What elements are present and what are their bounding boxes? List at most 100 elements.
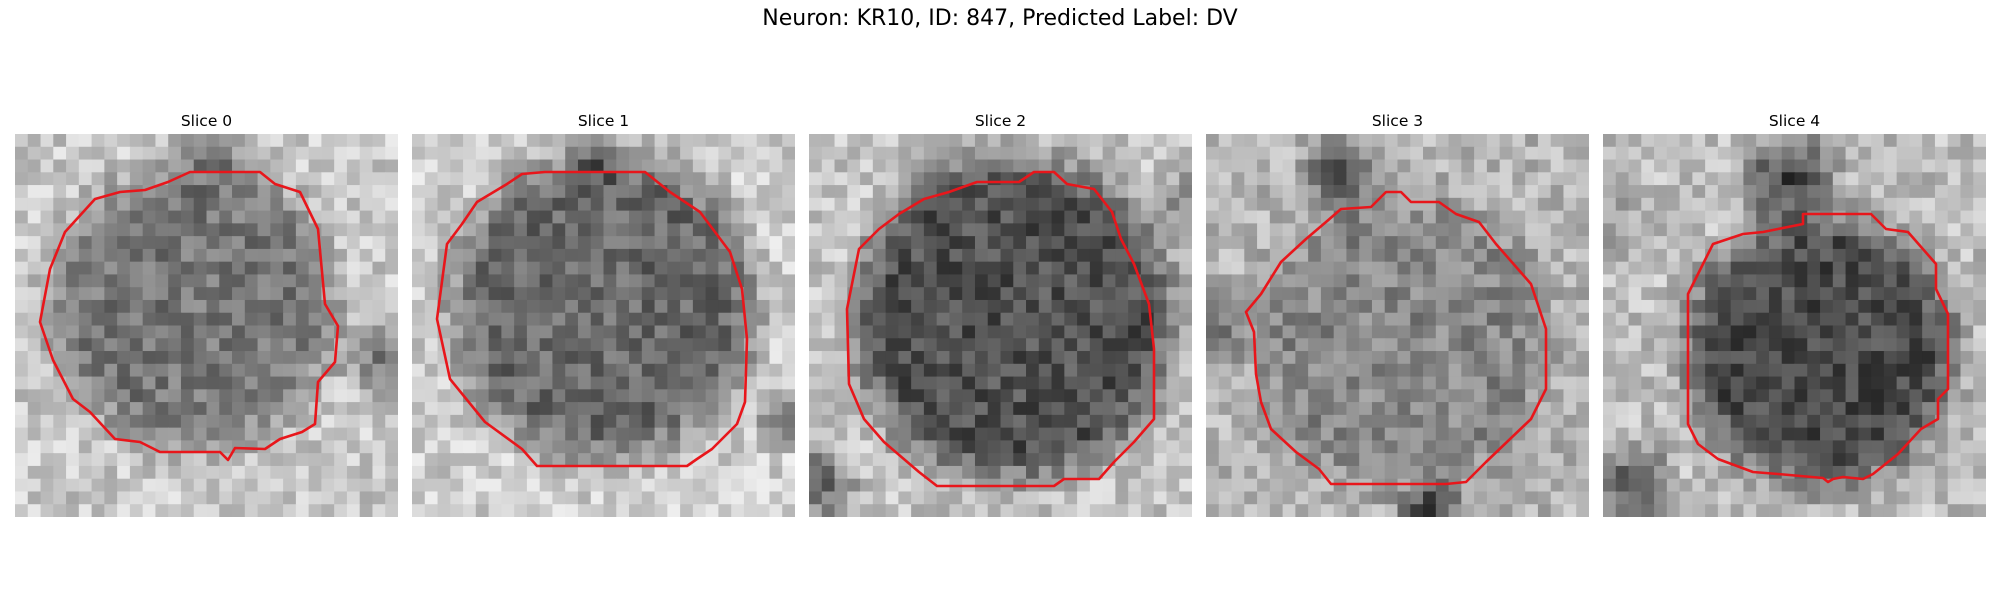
pixel [821,351,836,365]
pixel [1845,414,1859,429]
pixel [91,261,105,276]
pixel [641,414,656,429]
pixel [1756,274,1770,288]
pixel [616,389,630,403]
pixel [1858,427,1872,441]
pixel [1282,402,1296,416]
pixel [514,478,528,493]
pixel [821,248,836,263]
pixel [78,338,93,352]
pixel [1807,248,1821,263]
pixel [1064,414,1078,429]
pixel [705,159,719,173]
pixel [680,172,694,186]
pixel [321,236,335,250]
pixel [1115,197,1129,212]
pixel [1282,389,1296,403]
pixel [809,287,823,301]
pixel [1871,274,1885,288]
pixel [1308,146,1322,161]
pixel [91,453,105,467]
pixel [1038,223,1053,237]
pixel [1077,248,1091,263]
pixel [501,351,515,365]
pixel [27,504,42,517]
pixel [1679,491,1693,505]
pixel [15,287,29,301]
pixel [219,427,233,441]
pixel [1206,351,1220,365]
pixel [1448,236,1462,250]
pixel [1320,274,1335,288]
pixel [1128,146,1142,161]
pixel [1563,351,1577,365]
pixel [104,504,118,517]
pixel [821,338,836,352]
pixel [180,325,195,339]
pixel [1858,440,1872,454]
pixel [475,491,490,505]
pixel [1525,440,1539,454]
pixel [346,172,361,186]
pixel [616,172,630,186]
pixel [514,351,528,365]
pixel [577,414,592,429]
pixel [1960,376,1974,390]
pixel [66,363,80,378]
pixel [142,146,157,161]
pixel [809,248,823,263]
pixel [193,440,208,454]
pixel [987,248,1002,263]
pixel [1397,197,1411,212]
pixel [1102,376,1116,390]
pixel [590,363,605,378]
pixel [385,389,398,403]
pixel [1960,440,1974,454]
pixel [1166,325,1180,339]
pixel [1102,363,1116,378]
pixel-grid-0 [15,134,398,517]
pixel [809,402,823,416]
pixel [308,453,322,467]
pixel [1871,312,1885,327]
pixel [1231,478,1245,493]
pixel [1013,376,1027,390]
pixel [1461,389,1475,403]
pixel [962,299,976,314]
pixel [1410,376,1424,390]
pixel [450,261,464,276]
pixel [372,236,386,250]
pixel [321,223,335,237]
pixel [1845,440,1859,454]
pixel [27,338,42,352]
pixel [1883,338,1898,352]
pixel [1244,261,1258,276]
pixel [526,261,541,276]
pixel [1525,465,1539,480]
pixel [1013,146,1027,161]
pixel [872,376,887,390]
pixel [718,363,732,378]
pixel [1371,402,1386,416]
pixel [1257,299,1271,314]
pixel [743,376,758,390]
pixel [680,402,694,416]
pixel [334,159,348,173]
pixel [1628,504,1642,517]
pixel [860,351,874,365]
pixel [501,376,515,390]
pixel [1179,338,1192,352]
pixel [1140,363,1155,378]
pixel [692,146,707,161]
pixel [1858,325,1872,339]
pixel [1756,440,1770,454]
pixel [1000,440,1014,454]
pixel [872,478,887,493]
pixel [295,312,310,327]
pixel [1038,172,1053,186]
pixel [1654,159,1668,173]
pixel [1537,338,1552,352]
pixel [1206,172,1220,186]
pixel [193,363,208,378]
pixel [501,478,515,493]
